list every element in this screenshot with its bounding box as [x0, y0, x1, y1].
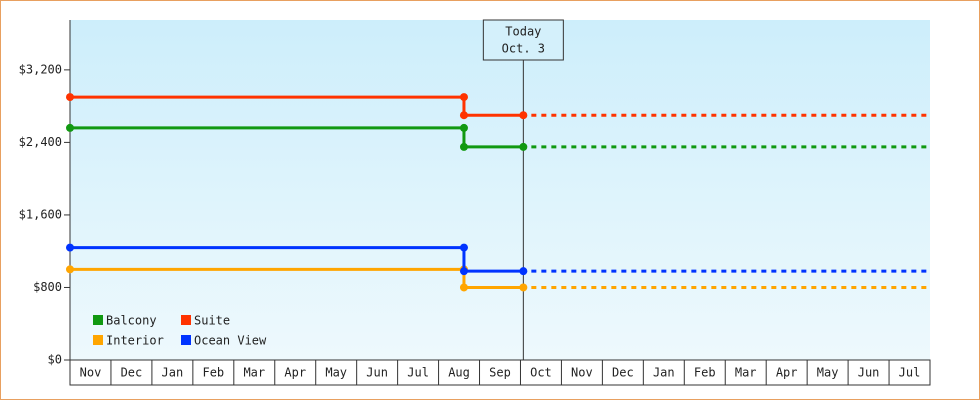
- x-tick-label: Feb: [694, 366, 716, 380]
- today-label: Today: [505, 25, 541, 39]
- point: [519, 142, 528, 151]
- today-box: [482, 19, 564, 61]
- y-tick-label: $1,600: [19, 207, 62, 221]
- legend-label: Interior: [106, 334, 164, 348]
- x-tick-label: Feb: [202, 366, 224, 380]
- point: [519, 283, 528, 292]
- x-tick-label: Jun: [858, 366, 880, 380]
- x-tick-label: Jun: [366, 366, 388, 380]
- y-tick-label: $2,400: [19, 135, 62, 149]
- x-tick-label: Mar: [243, 366, 265, 380]
- x-tick-label: May: [325, 366, 347, 380]
- today-label: Oct. 3: [502, 42, 545, 56]
- plot-area: [70, 20, 930, 360]
- series-line: [70, 267, 524, 289]
- legend-swatch: [93, 335, 103, 345]
- point: [459, 283, 468, 292]
- x-tick-label: Jul: [899, 366, 921, 380]
- x-tick-label: Mar: [735, 366, 757, 380]
- series-line: [70, 126, 524, 149]
- point: [459, 93, 468, 102]
- point: [459, 123, 468, 132]
- point: [66, 93, 74, 102]
- point: [459, 267, 468, 276]
- x-tick-label: May: [817, 366, 839, 380]
- legend-swatch: [181, 335, 191, 345]
- point: [66, 265, 74, 274]
- legend-label: Balcony: [106, 314, 157, 328]
- x-tick-label: Jul: [407, 366, 429, 380]
- y-tick-label: $0: [48, 353, 62, 367]
- x-tick-label: Sep: [489, 366, 511, 380]
- legend-swatch: [93, 315, 103, 325]
- series-line: [70, 95, 524, 117]
- x-tick-label: Apr: [776, 366, 798, 380]
- x-tick-label: Nov: [571, 366, 593, 380]
- point: [519, 111, 528, 120]
- legend-label: Suite: [194, 314, 230, 328]
- x-tick-label: Aug: [448, 366, 470, 380]
- x-tick-label: Jan: [162, 366, 184, 380]
- legend-swatch: [181, 315, 191, 325]
- x-tick-label: Apr: [284, 366, 306, 380]
- series-line: [70, 246, 524, 273]
- x-tick-label: Jan: [653, 366, 675, 380]
- point: [459, 142, 468, 151]
- x-tick-label: Dec: [612, 366, 634, 380]
- y-tick-label: $800: [33, 280, 62, 294]
- point: [459, 243, 468, 252]
- y-tick-label: $3,200: [19, 62, 62, 76]
- point: [519, 267, 528, 276]
- x-tick-label: Dec: [121, 366, 143, 380]
- x-tick-label: Oct: [530, 366, 552, 380]
- point: [66, 243, 74, 252]
- x-axis-strip: [69, 359, 931, 386]
- point: [459, 111, 468, 120]
- legend-label: Ocean View: [194, 334, 267, 348]
- point: [66, 123, 74, 132]
- x-tick-label: Nov: [80, 366, 102, 380]
